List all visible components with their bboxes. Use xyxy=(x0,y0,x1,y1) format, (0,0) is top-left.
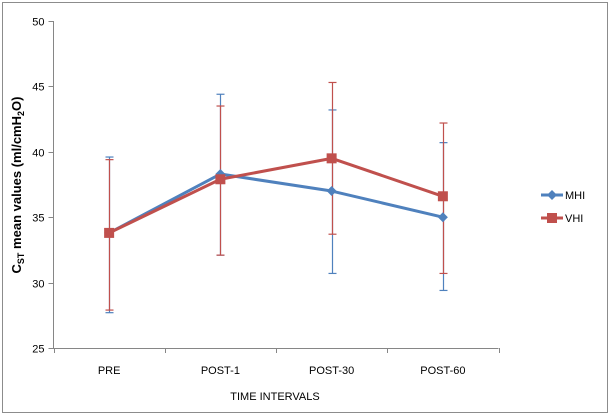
data-point-mhi xyxy=(326,186,337,197)
series-line-vhi xyxy=(108,156,444,235)
series-markers xyxy=(104,153,448,238)
y-tick-label: 45 xyxy=(32,82,44,94)
y-axis-title: CST mean values (ml/cmH2O) xyxy=(9,97,26,274)
x-tick-label: POST-60 xyxy=(420,365,465,377)
legend-label: MHI xyxy=(565,190,585,202)
y-tick-label: 25 xyxy=(32,344,44,356)
data-point-vhi xyxy=(215,174,226,185)
legend-item-mhi: MHI xyxy=(541,190,585,202)
legend-marker-diamond-icon xyxy=(547,190,557,200)
x-tick-label: POST-1 xyxy=(201,365,240,377)
x-tick-label: POST-30 xyxy=(309,365,354,377)
y-tick-label: 35 xyxy=(32,213,44,225)
legend-marker-square-icon xyxy=(547,213,557,223)
series-lines xyxy=(108,156,444,235)
series-line-mhi xyxy=(108,172,444,235)
x-axis-title: TIME INTERVALS xyxy=(230,391,319,403)
data-point-mhi xyxy=(437,212,448,223)
legend: MHI VHI xyxy=(541,190,585,225)
x-tick-label: PRE xyxy=(98,365,121,377)
data-point-vhi xyxy=(437,191,448,202)
y-tick-label: 30 xyxy=(32,279,44,291)
data-point-vhi xyxy=(104,227,115,238)
legend-item-vhi: VHI xyxy=(541,213,583,225)
data-point-vhi xyxy=(326,153,337,164)
x-axis: PRE POST-1 POST-30 POST-60 xyxy=(48,348,500,377)
y-axis: 25 30 35 40 45 50 xyxy=(32,17,54,356)
legend-label: VHI xyxy=(565,213,583,225)
y-tick-label: 50 xyxy=(32,17,44,29)
y-tick-label: 40 xyxy=(32,148,44,160)
